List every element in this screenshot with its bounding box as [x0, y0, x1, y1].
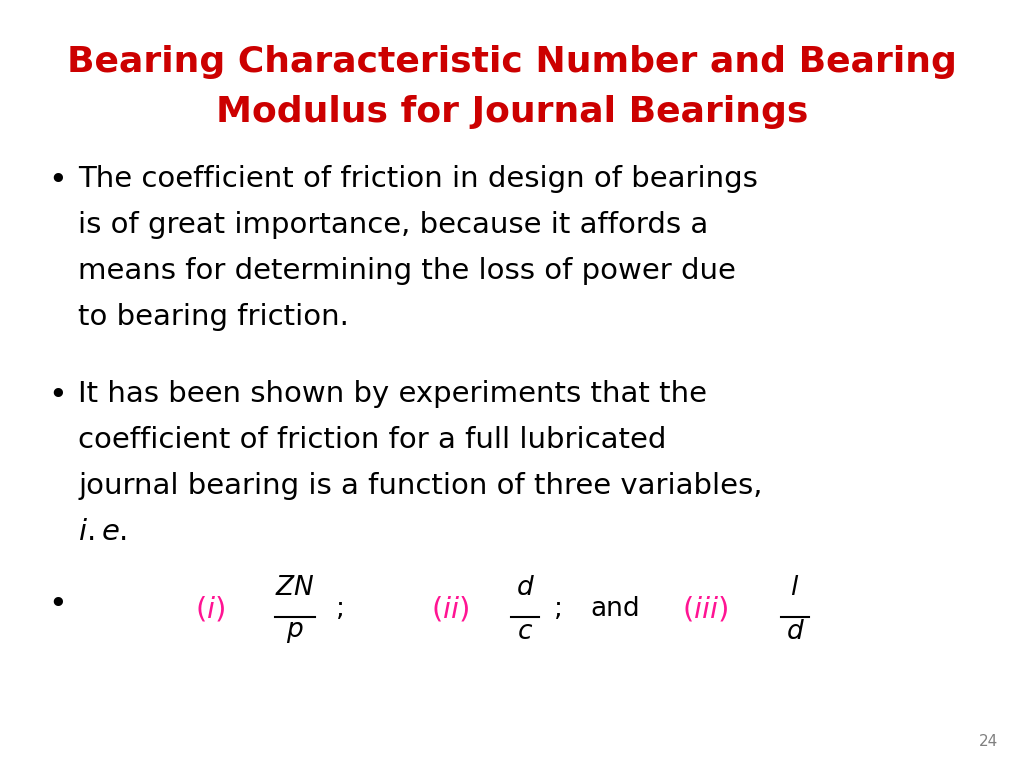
- Text: The coefficient of friction in design of bearings: The coefficient of friction in design of…: [78, 165, 758, 193]
- Text: $l$: $l$: [791, 575, 800, 601]
- Text: means for determining the loss of power due: means for determining the loss of power …: [78, 257, 736, 285]
- Text: $\mathit{(ii)}$: $\mathit{(ii)}$: [431, 594, 469, 624]
- Text: is of great importance, because it affords a: is of great importance, because it affor…: [78, 211, 709, 239]
- Text: to bearing friction.: to bearing friction.: [78, 303, 349, 331]
- Text: $d$: $d$: [785, 619, 805, 645]
- Text: $d$: $d$: [515, 575, 535, 601]
- Text: •: •: [48, 380, 67, 411]
- Text: $\mathit{(i)}$: $\mathit{(i)}$: [195, 594, 225, 624]
- Text: •: •: [48, 165, 67, 196]
- Text: $\mathit{i.e}$.: $\mathit{i.e}$.: [78, 518, 127, 546]
- Text: coefficient of friction for a full lubricated: coefficient of friction for a full lubri…: [78, 426, 667, 454]
- Text: ;: ;: [554, 596, 562, 622]
- Text: $ZN$: $ZN$: [275, 575, 314, 601]
- Text: •: •: [48, 589, 67, 620]
- Text: Modulus for Journal Bearings: Modulus for Journal Bearings: [216, 95, 808, 129]
- Text: ;: ;: [336, 596, 344, 622]
- Text: $c$: $c$: [517, 619, 534, 645]
- Text: Bearing Characteristic Number and Bearing: Bearing Characteristic Number and Bearin…: [67, 45, 957, 79]
- Text: It has been shown by experiments that the: It has been shown by experiments that th…: [78, 380, 707, 408]
- Text: 24: 24: [979, 733, 998, 749]
- Text: journal bearing is a function of three variables,: journal bearing is a function of three v…: [78, 472, 763, 500]
- Text: and: and: [590, 596, 640, 622]
- Text: $p$: $p$: [286, 619, 304, 645]
- Text: $\mathit{(iii)}$: $\mathit{(iii)}$: [682, 594, 728, 624]
